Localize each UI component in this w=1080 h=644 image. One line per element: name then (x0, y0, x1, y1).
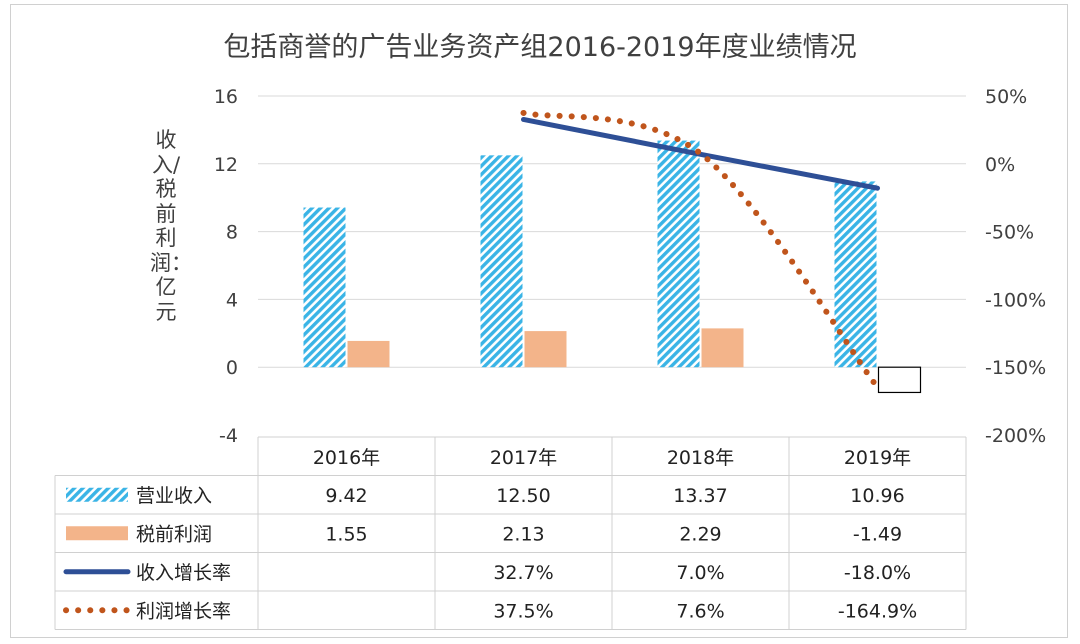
legend-label: 营业收入 (136, 485, 212, 507)
table-value-cell: -164.9% (838, 600, 917, 622)
y-tick-label: 0 (226, 357, 238, 379)
bar-revenue (480, 155, 523, 368)
line-revenue-growth (521, 116, 880, 191)
table-value-cell: 10.96 (850, 485, 904, 507)
y2-tick-label: -150% (985, 357, 1046, 379)
y-tick-label: 4 (226, 289, 238, 311)
legend-label: 收入增长率 (136, 562, 231, 584)
table-value-cell: 32.7% (493, 562, 553, 584)
table-value-cell: 12.50 (496, 485, 550, 507)
bar-profit (877, 366, 922, 394)
table-value-cell: 2.13 (502, 523, 544, 545)
y2-tick-label: -200% (985, 425, 1046, 447)
table-header-cell: 2017年 (490, 447, 557, 469)
table-value-cell: 2.29 (679, 523, 721, 545)
legend-label: 税前利润 (136, 523, 212, 545)
line-profit-growth (520, 109, 881, 391)
y-tick-label: 12 (214, 154, 238, 176)
y2-tick-label: -50% (985, 222, 1034, 244)
bar-profit (701, 328, 744, 368)
table-value-cell: -18.0% (844, 562, 911, 584)
y-tick-label: 16 (214, 86, 238, 108)
bar-revenue (657, 140, 700, 368)
table-header-cell: 2016年 (313, 447, 380, 469)
table-value-cell: 9.42 (325, 485, 367, 507)
legend-key-1 (66, 526, 128, 541)
y-tick-label: -4 (219, 425, 238, 447)
table-header-cell: 2019年 (844, 447, 911, 469)
chart-title: 包括商誉的广告业务资产组2016-2019年度业绩情况 (223, 32, 856, 63)
legend-key-0 (66, 487, 128, 502)
bar-profit (524, 331, 567, 368)
table-value-cell: 7.0% (676, 562, 724, 584)
table-value-cell: -1.49 (853, 523, 902, 545)
chart-frame (10, 4, 1068, 638)
table-header-cell: 2018年 (667, 447, 734, 469)
y2-tick-label: 0% (985, 154, 1015, 176)
bar-profit (347, 340, 390, 368)
y2-tick-label: -100% (985, 289, 1046, 311)
table-value-cell: 7.6% (676, 600, 724, 622)
y2-tick-label: 50% (985, 86, 1027, 108)
y-tick-label: 8 (226, 222, 238, 244)
table-value-cell: 37.5% (493, 600, 553, 622)
table-value-cell: 1.55 (325, 523, 367, 545)
bar-revenue (303, 207, 346, 368)
bar-revenue (834, 181, 877, 368)
table-value-cell: 13.37 (673, 485, 727, 507)
legend-label: 利润增长率 (136, 600, 231, 622)
